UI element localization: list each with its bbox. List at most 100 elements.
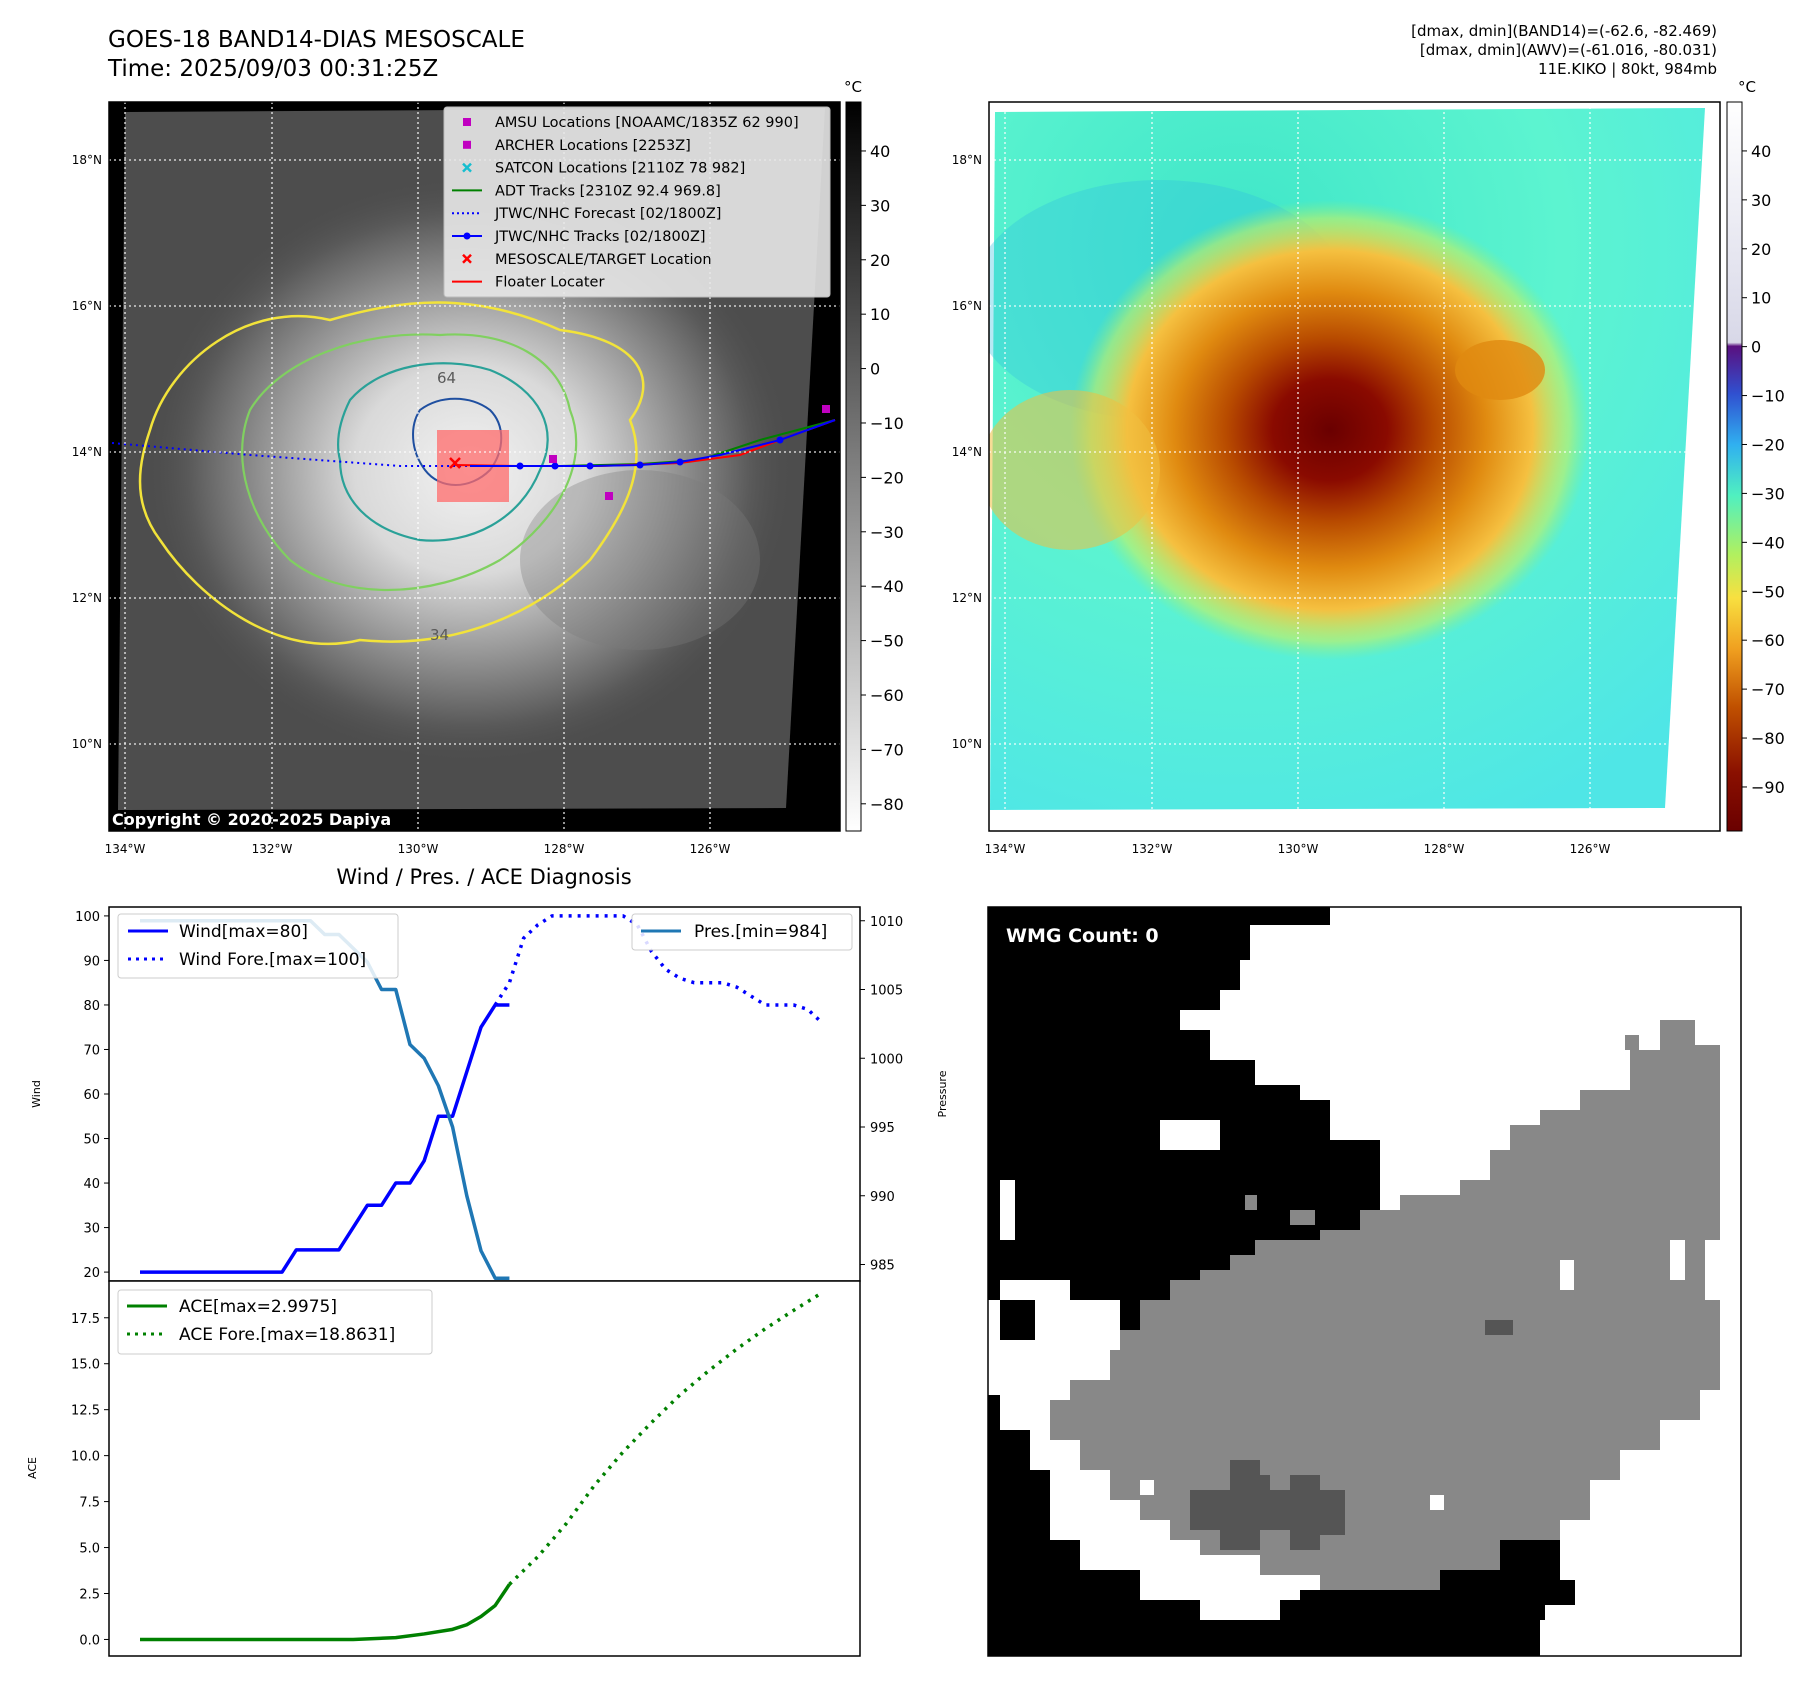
ace-tick-label: 7.5 xyxy=(79,1496,100,1511)
legend-label: JTWC/NHC Forecast [02/1800Z] xyxy=(494,206,721,222)
pressure-tick-label: 1005 xyxy=(870,984,903,999)
ir-map-frame xyxy=(108,101,841,832)
lon-label: 130°W xyxy=(398,842,439,856)
colorbar-tick-label: −40 xyxy=(1751,533,1785,552)
wind-tick-label: 100 xyxy=(75,910,100,925)
ace-line xyxy=(140,1583,511,1642)
lon-label: 134°W xyxy=(985,842,1026,856)
pressure-tick-label: 1000 xyxy=(870,1052,903,1067)
wind-tick-label: 70 xyxy=(83,1043,100,1058)
colorbar-tick-label: −10 xyxy=(870,414,904,433)
wind-legend: Wind[max=80] Wind Fore.[max=100] xyxy=(117,913,399,979)
wmg-white-cell xyxy=(1000,1180,1015,1240)
ir-map-panel: 64 34 xyxy=(72,101,841,856)
ace-tick-label: 17.5 xyxy=(71,1312,100,1327)
ace-panel: 17.5 15.0 12.5 10.0 7.5 5.0 2.5 0.0 ACE ACE[max… xyxy=(26,1280,861,1657)
legend-label: SATCON Locations [2110Z 78 982] xyxy=(495,161,745,177)
ace-tick-label: 5.0 xyxy=(79,1542,100,1557)
colorbar-tick-label: −60 xyxy=(1751,631,1785,650)
wmg-black-region-top xyxy=(988,907,1380,1330)
colorbar-tick-label: −20 xyxy=(1751,435,1785,454)
colorbar-tick-label: 0 xyxy=(1751,338,1761,357)
ace-forecast-line xyxy=(508,1291,823,1586)
jtwc-track xyxy=(470,419,836,467)
lon-label: 132°W xyxy=(1132,842,1173,856)
legend-marker-square xyxy=(463,118,471,126)
colorbar-tick-label: 30 xyxy=(870,196,890,215)
wv-cell xyxy=(1455,340,1545,400)
lat-label: 12°N xyxy=(72,591,102,605)
pressure-legend: Pres.[min=984] xyxy=(631,913,853,951)
pressure-legend-label: Pres.[min=984] xyxy=(694,922,827,942)
ir-contour-green xyxy=(241,333,578,592)
contour-label-64: 64 xyxy=(437,369,456,387)
wmg-white-cell xyxy=(1560,1260,1574,1290)
lat-label: 14°N xyxy=(952,445,982,459)
legend-label: MESOSCALE/TARGET Location xyxy=(495,252,712,268)
ace-fore-legend-label: ACE Fore.[max=18.8631] xyxy=(179,1325,395,1345)
wv-colorbar-unit: °C xyxy=(1738,78,1756,96)
info-storm: 11E.KIKO | 80kt, 984mb xyxy=(1538,60,1717,78)
legend-marker-square xyxy=(463,140,471,149)
page-title: GOES-18 BAND14-DIAS MESOSCALE Time: 2025… xyxy=(108,26,525,84)
colorbar-tick-label: −50 xyxy=(870,632,904,651)
contour-label-34: 34 xyxy=(430,626,449,644)
ace-tick-label: 0.0 xyxy=(79,1633,100,1648)
wv-outer-band xyxy=(989,390,1160,550)
wv-lon-labels: 134°W 132°W 130°W 128°W 126°W xyxy=(985,842,1611,856)
colorbar-tick-label: −80 xyxy=(1751,729,1785,748)
colorbar-tick-label: −30 xyxy=(1751,484,1785,503)
colorbar-tick-label: −10 xyxy=(1751,387,1785,406)
legend-label: ADT Tracks [2310Z 92.4 969.8] xyxy=(495,183,721,199)
colorbar-tick-label: −30 xyxy=(870,523,904,542)
colorbar-tick-label: 0 xyxy=(870,360,880,379)
wv-lat-labels: 18°N 16°N 14°N 12°N 10°N xyxy=(952,153,982,751)
info-awv-range: [dmax, dmin](AWV)=(-61.016, -80.031) xyxy=(1419,41,1717,59)
lon-label: 126°W xyxy=(690,842,731,856)
wind-tick-label: 50 xyxy=(83,1133,100,1148)
colorbar-tick-label: −70 xyxy=(870,740,904,759)
jtwc-track-points xyxy=(516,436,784,470)
lat-label: 14°N xyxy=(72,445,102,459)
wmg-white-cell xyxy=(1705,1240,1720,1300)
ir-colorbar-bar xyxy=(845,101,862,832)
copyright-label: Copyright © 2020-2025 Dapiya xyxy=(112,810,391,829)
colorbar-tick-label: 40 xyxy=(870,142,890,161)
lat-label: 10°N xyxy=(72,737,102,751)
lat-label: 18°N xyxy=(952,153,982,167)
wmg-white-cell xyxy=(1255,1045,1305,1085)
target-location-marker xyxy=(449,457,461,469)
lon-label: 132°W xyxy=(252,842,293,856)
colorbar-tick-label: −60 xyxy=(870,686,904,705)
wmg-gray-cell xyxy=(1245,1195,1257,1210)
legend-label: JTWC/NHC Tracks [02/1800Z] xyxy=(494,229,706,245)
lat-label: 12°N xyxy=(952,591,982,605)
colorbar-tick-label: −20 xyxy=(870,468,904,487)
wmg-panel: WMG Count: 0 xyxy=(987,906,1742,1657)
colorbar-tick-label: 20 xyxy=(870,251,890,270)
colorbar-tick-label: 10 xyxy=(870,305,890,324)
wind-fore-legend-label: Wind Fore.[max=100] xyxy=(179,950,366,970)
wmg-frame xyxy=(987,906,1742,1657)
lon-label: 126°W xyxy=(1570,842,1611,856)
wmg-black-region-bottom xyxy=(988,1395,1575,1656)
wind-pressure-panel: 100 90 80 70 60 50 40 30 20 1010 1005 1000 995 990 98… xyxy=(30,906,949,1282)
wind-tick-label: 40 xyxy=(83,1177,100,1192)
ace-legend-label: ACE[max=2.9975] xyxy=(179,1297,337,1317)
lat-label: 18°N xyxy=(72,153,102,167)
colorbar-tick-label: 30 xyxy=(1751,191,1771,210)
wind-legend-box xyxy=(117,913,399,979)
wv-map-panel: 18°N 16°N 14°N 12°N 10°N 134°W 132°W 130… xyxy=(952,101,1721,856)
ir-contour-yellow xyxy=(138,301,645,646)
wv-colorbar: °C 40 30 20 10 0 −10 −20 −30 −40 −50 −60 −70 −80 −90 xyxy=(1726,78,1785,832)
wv-storm-core xyxy=(1070,200,1590,660)
pressure-axis-label: Pressure xyxy=(936,1070,949,1117)
colorbar-tick-label: −90 xyxy=(1751,778,1785,797)
wmg-black-cell xyxy=(1000,1300,1035,1340)
map-legend-box xyxy=(443,106,831,298)
diagnosis-title: Wind / Pres. / ACE Diagnosis xyxy=(336,865,631,889)
legend-label: Floater Locater xyxy=(495,275,604,291)
storm-info: [dmax, dmin](BAND14)=(-62.6, -82.469) [d… xyxy=(1411,22,1717,79)
amsu-archer-points xyxy=(549,405,830,500)
